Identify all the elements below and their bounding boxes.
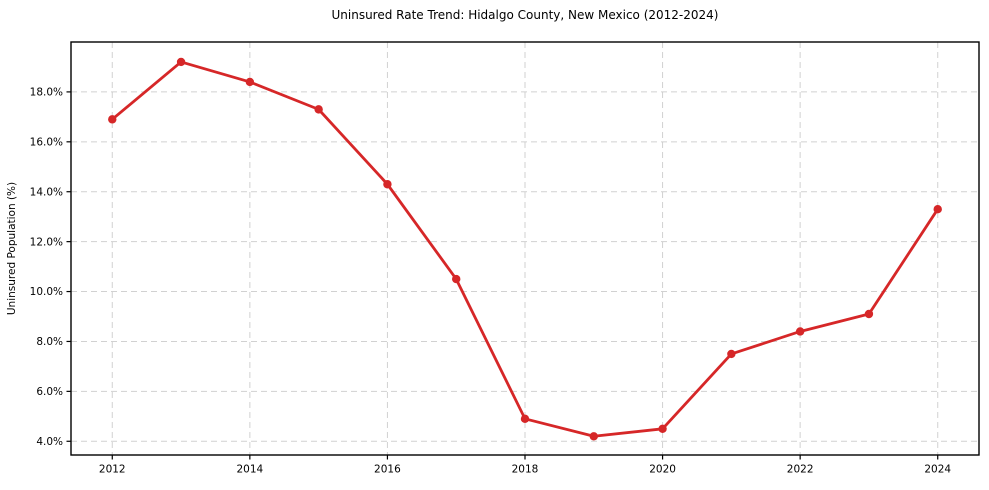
trend-line [110,60,940,438]
y-axis-title: Uninsured Population (%) [6,182,18,315]
y-tick-label: 4.0% [36,436,63,448]
data-point-marker-2024 [933,204,942,214]
data-point-marker-2019 [589,432,598,441]
data-point-marker-2016 [383,180,392,189]
data-point-marker-2022 [795,327,805,336]
x-tick-label: 2016 [374,464,401,476]
tick-layer: 2012 2014 2016 2018 2020 2022 2024 4.0% 6.0% 8.0%… [30,87,952,476]
y-tick-label: 14.0% [30,186,63,198]
series-layer [108,57,942,441]
data-point-marker-2023 [864,309,874,319]
data-point-marker-2013 [176,57,186,67]
y-tick-label: 18.0% [30,87,63,99]
data-point-marker-2015 [314,105,323,114]
x-tick-label: 2024 [924,464,951,476]
x-tick-label: 2012 [99,464,126,476]
x-tick-label: 2022 [787,464,814,476]
y-tick-label: 10.0% [30,286,63,298]
data-point-marker-2018 [520,414,530,424]
data-point-marker-2012 [108,115,117,124]
data-point-marker-2014 [245,77,255,87]
y-tick-label: 8.0% [36,336,63,348]
y-tick-label: 16.0% [30,137,63,149]
x-tick-label: 2020 [649,464,676,476]
data-point-marker-2021 [727,349,736,359]
x-tick-label: 2014 [236,464,263,476]
grid-layer [71,42,979,455]
x-tick-label: 2018 [512,464,539,476]
data-point-marker-2020 [658,424,667,433]
data-point-marker-2017 [452,274,461,284]
y-tick-label: 6.0% [36,386,63,398]
y-tick-label: 12.0% [30,236,63,248]
chart-title: Uninsured Rate Trend: Hidalgo County, Ne… [331,8,719,22]
